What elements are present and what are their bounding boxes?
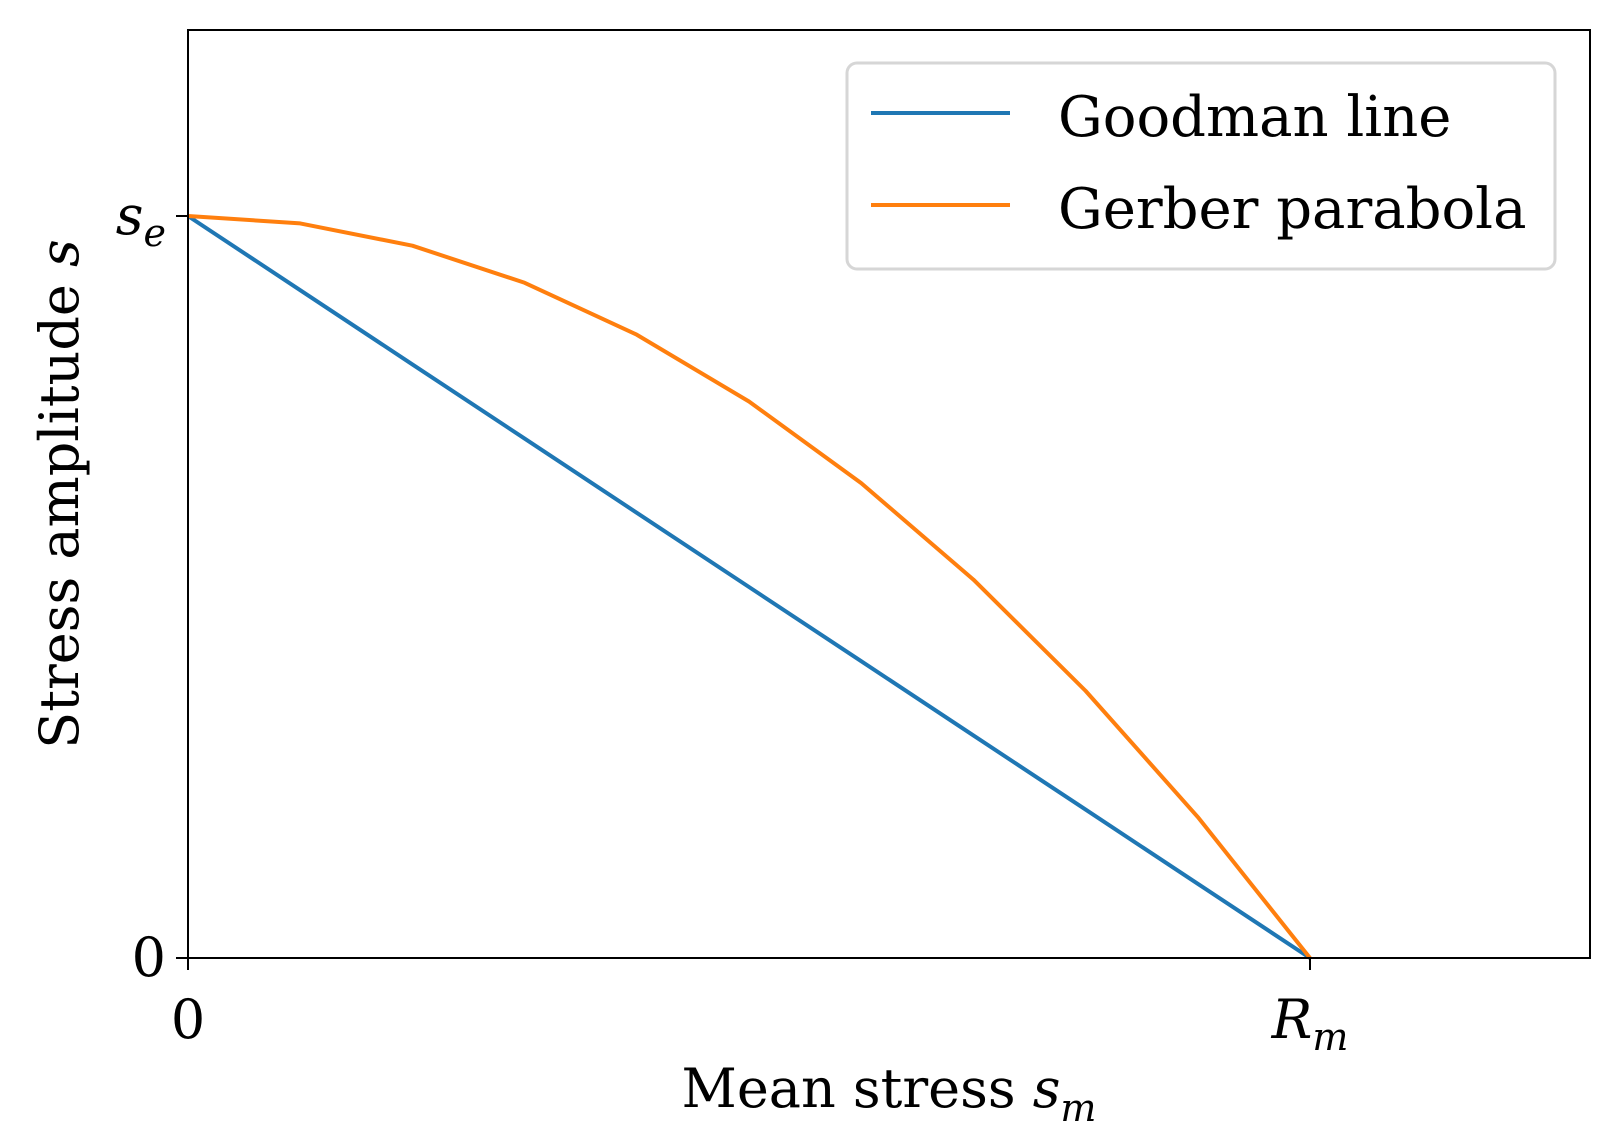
legend-label-goodman: Goodman line xyxy=(1058,85,1451,150)
legend-label-gerber: Gerber parabola xyxy=(1058,177,1526,242)
plot-frame xyxy=(187,29,1591,959)
series-layer xyxy=(186,214,1312,960)
x-tick-label-0: 0 xyxy=(171,988,205,1051)
y-axis-label: Stress amplitude s xyxy=(28,239,91,748)
legend-box xyxy=(845,61,1557,271)
x-tick-label-1: Rm xyxy=(1271,988,1349,1059)
y-tick-label-1: se xyxy=(116,184,166,255)
series-line-goodman xyxy=(186,214,1312,960)
series-line-gerber xyxy=(187,214,1312,960)
ticks-layer: 0 Rm 0 se xyxy=(116,184,1349,1059)
legend: Goodman line Gerber parabola xyxy=(845,61,1557,271)
x-axis-label: Mean stress sm xyxy=(682,1057,1097,1130)
y-tick-label-0: 0 xyxy=(132,926,166,989)
